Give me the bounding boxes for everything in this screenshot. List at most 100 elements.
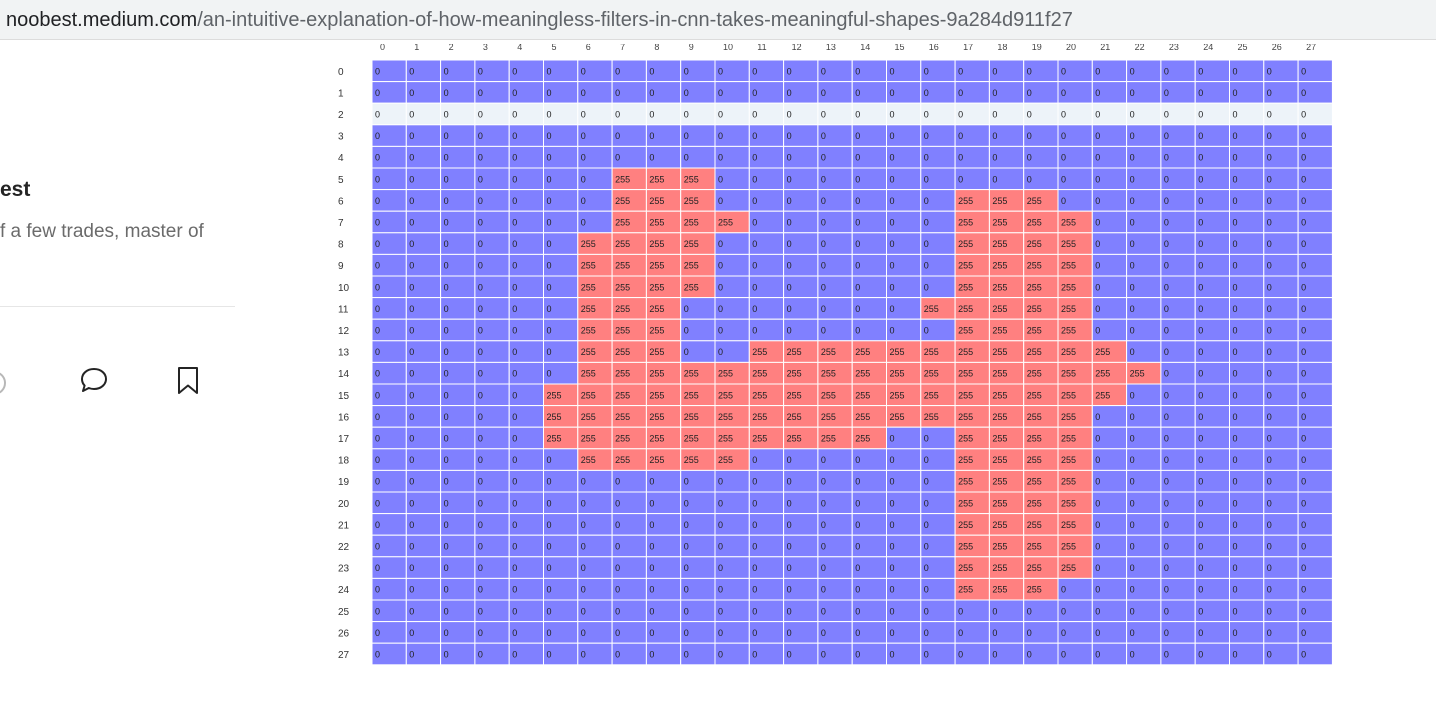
cell-value: 0: [547, 218, 552, 228]
cell-value: 0: [1233, 434, 1238, 444]
cell-value: 0: [409, 196, 414, 206]
row-label: 17: [338, 434, 350, 445]
cell-value: 0: [375, 477, 380, 487]
cell-value: 0: [444, 347, 449, 357]
cell-value: 255: [1095, 347, 1110, 357]
cell-value: 0: [821, 606, 826, 616]
cell-value: 0: [1267, 110, 1272, 120]
cell-value: 0: [958, 606, 963, 616]
cell-value: 0: [890, 174, 895, 184]
cell-value: 255: [684, 390, 699, 400]
cell-value: 0: [1301, 218, 1306, 228]
cell-value: 0: [1233, 606, 1238, 616]
cell-value: 0: [615, 563, 620, 573]
cell-value: 0: [821, 88, 826, 98]
comment-icon[interactable]: [79, 366, 109, 394]
cell-value: 0: [1267, 563, 1272, 573]
cell-value: 255: [992, 585, 1007, 595]
cell-value: 0: [1267, 650, 1272, 660]
cell-value: 0: [1164, 455, 1169, 465]
cell-value: 0: [1301, 88, 1306, 98]
cell-value: 0: [375, 282, 380, 292]
cell-value: 0: [1301, 153, 1306, 163]
cell-value: 0: [1233, 347, 1238, 357]
cell-value: 0: [821, 261, 826, 271]
cell-value: 0: [1233, 390, 1238, 400]
cell-value: 0: [444, 369, 449, 379]
column-header: 15: [895, 44, 905, 52]
cell-value: 0: [375, 455, 380, 465]
row-label: 23: [338, 564, 350, 575]
cell-value: 0: [1301, 498, 1306, 508]
cell-value: 0: [547, 196, 552, 206]
cell-value: 255: [787, 369, 802, 379]
cell-value: 0: [958, 88, 963, 98]
cell-value: 0: [855, 261, 860, 271]
cell-value: 255: [1027, 498, 1042, 508]
url-text[interactable]: noobest.medium.com/an-intuitive-explanat…: [6, 8, 1073, 32]
cell-value: 255: [958, 585, 973, 595]
cell-value: 0: [615, 606, 620, 616]
cell-value: 255: [992, 239, 1007, 249]
cell-value: 0: [1164, 606, 1169, 616]
cell-value: 0: [1164, 498, 1169, 508]
cell-value: 0: [478, 261, 483, 271]
cell-value: 0: [1095, 585, 1100, 595]
cell-value: 0: [684, 66, 689, 76]
cell-value: 0: [1130, 131, 1135, 141]
cell-value: 255: [821, 347, 836, 357]
cell-value: 255: [787, 347, 802, 357]
cell-value: 0: [1301, 477, 1306, 487]
cell-value: 0: [1233, 239, 1238, 249]
cell-value: 0: [1267, 282, 1272, 292]
cell-value: 0: [1027, 88, 1032, 98]
cell-value: 0: [512, 563, 517, 573]
cell-value: 255: [890, 347, 905, 357]
cell-value: 0: [478, 434, 483, 444]
cell-value: 0: [684, 131, 689, 141]
bookmark-icon[interactable]: [176, 366, 200, 396]
cell-value: 0: [684, 153, 689, 163]
cell-value: 0: [649, 66, 654, 76]
cell-value: 255: [649, 390, 664, 400]
cell-value: 0: [478, 412, 483, 422]
cell-value: 0: [718, 563, 723, 573]
clap-icon[interactable]: [0, 370, 8, 396]
cell-value: 0: [1061, 153, 1066, 163]
cell-value: 0: [478, 196, 483, 206]
cell-value: 255: [924, 369, 939, 379]
cell-value: 0: [821, 304, 826, 314]
cell-value: 0: [890, 628, 895, 638]
cell-value: 255: [649, 282, 664, 292]
url-host: noobest.medium.com: [6, 9, 198, 31]
cell-value: 0: [512, 218, 517, 228]
cell-value: 0: [1267, 66, 1272, 76]
cell-value: 0: [1095, 66, 1100, 76]
cell-value: 0: [855, 153, 860, 163]
cell-value: 0: [444, 88, 449, 98]
author-name[interactable]: est: [0, 178, 31, 201]
column-header: 8: [654, 44, 659, 52]
cell-value: 255: [855, 369, 870, 379]
cell-value: 0: [1267, 304, 1272, 314]
cell-value: 255: [1027, 585, 1042, 595]
cell-value: 0: [478, 563, 483, 573]
column-header: 13: [826, 44, 836, 52]
cell-value: 255: [992, 412, 1007, 422]
cell-value: 0: [649, 110, 654, 120]
cell-value: 255: [1130, 369, 1145, 379]
cell-value: 0: [409, 585, 414, 595]
cell-value: 0: [375, 434, 380, 444]
cell-value: 255: [1061, 304, 1076, 314]
cell-value: 0: [1164, 563, 1169, 573]
cell-value: 0: [718, 498, 723, 508]
cell-value: 0: [752, 520, 757, 530]
cell-value: 255: [581, 347, 596, 357]
cell-value: 0: [1301, 66, 1306, 76]
cell-value: 0: [718, 585, 723, 595]
cell-value: 0: [890, 304, 895, 314]
cell-value: 255: [649, 347, 664, 357]
cell-value: 0: [684, 585, 689, 595]
address-bar[interactable]: noobest.medium.com/an-intuitive-explanat…: [0, 0, 1436, 40]
cell-value: 255: [958, 542, 973, 552]
